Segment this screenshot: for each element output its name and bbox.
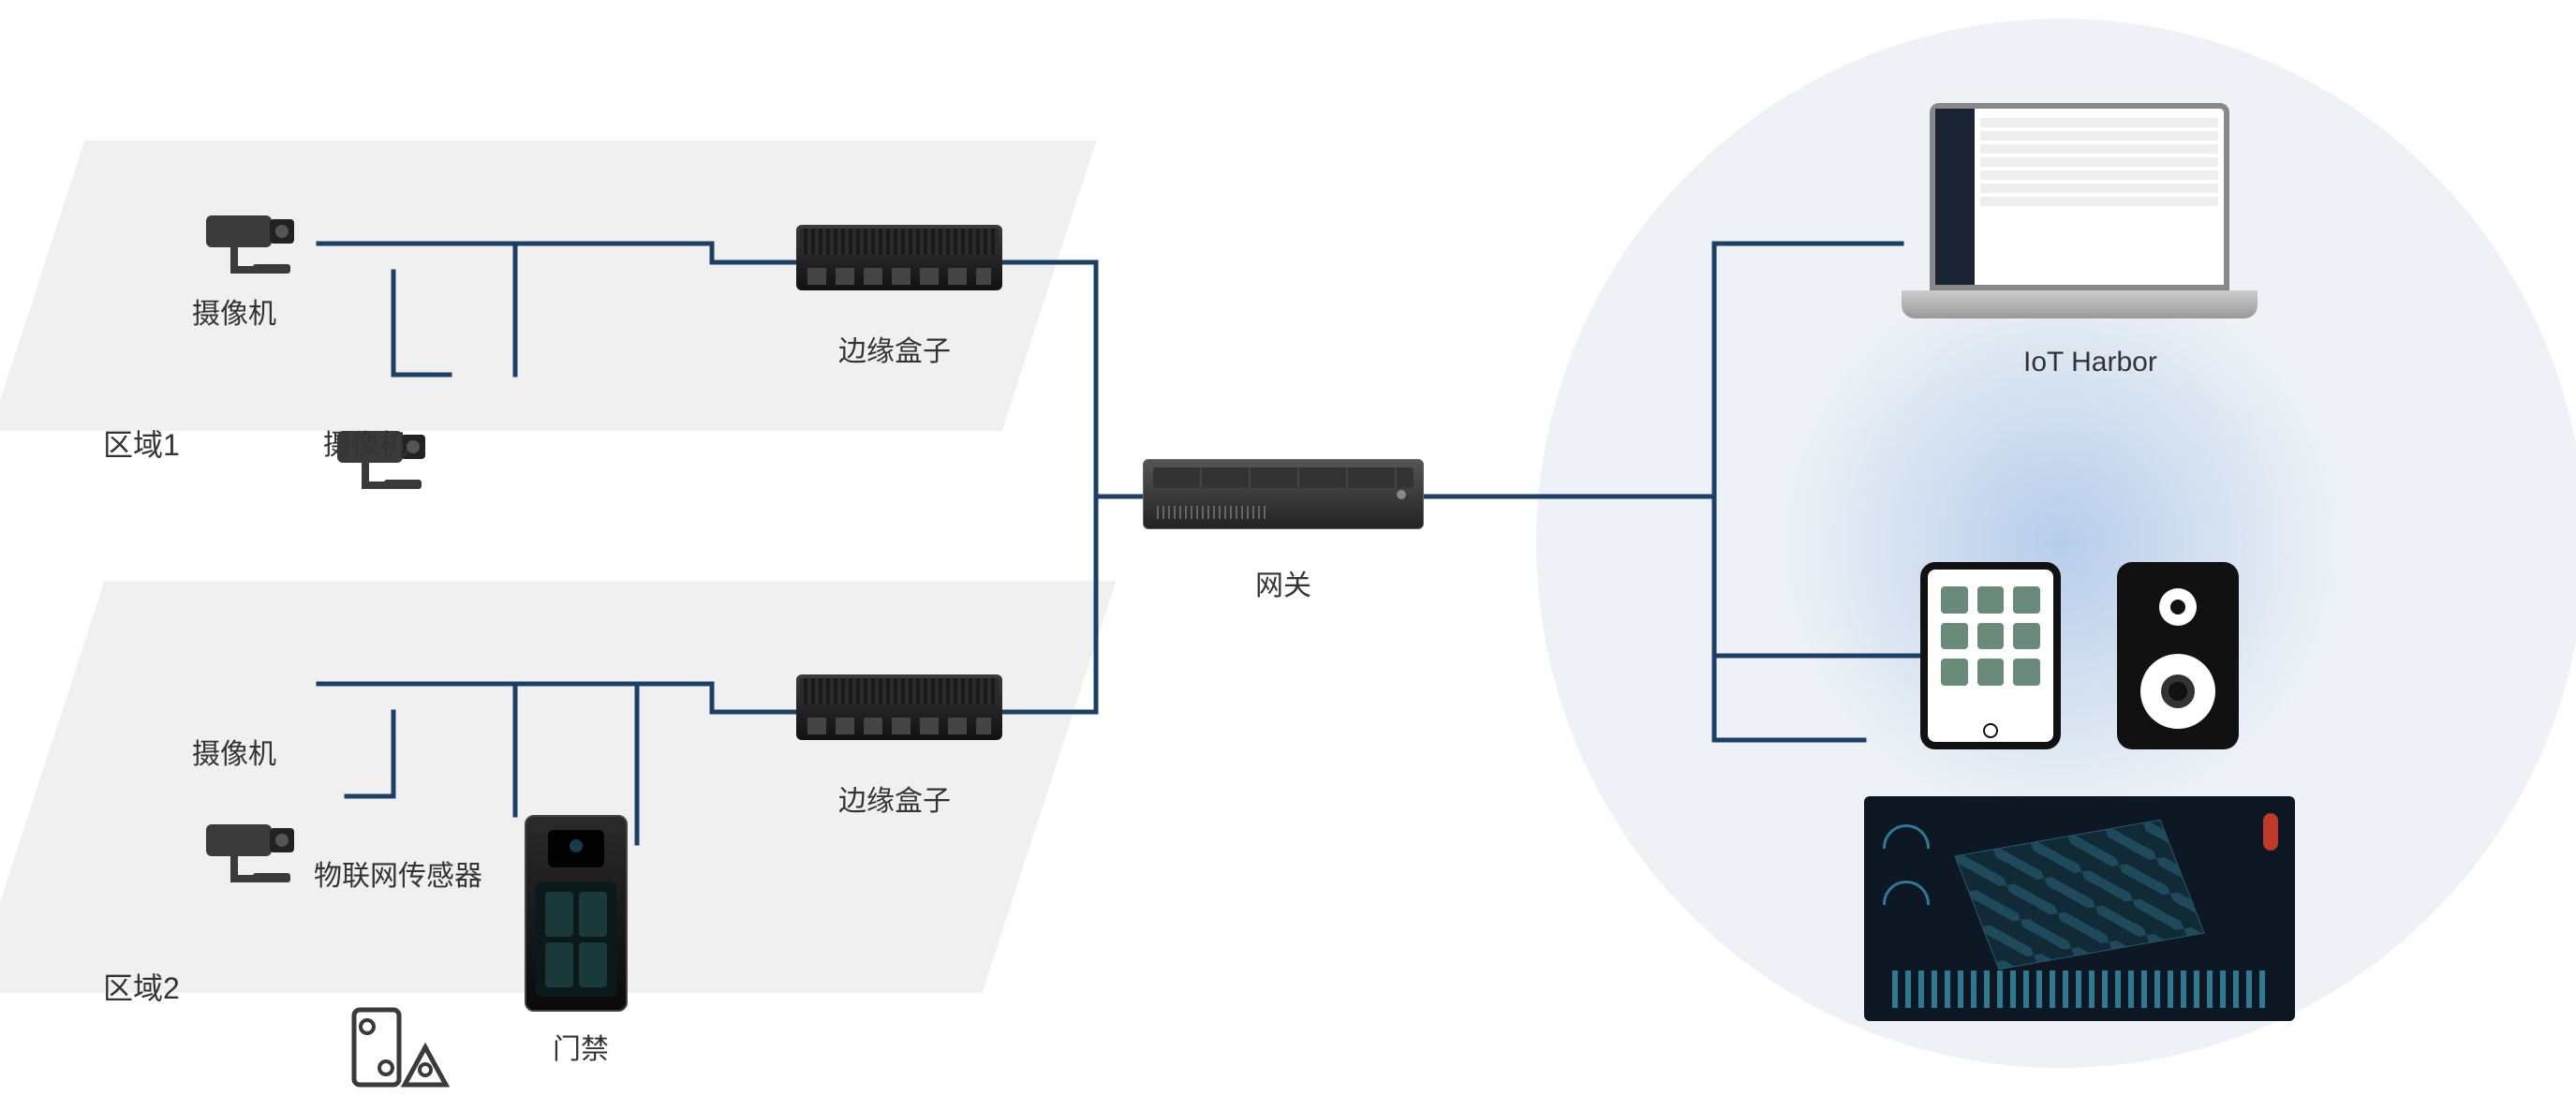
iot-sensor-icon: [347, 1002, 459, 1096]
laptop-icon: [1902, 103, 2258, 318]
region-1-label: 区域1: [103, 422, 180, 465]
tablet-icon: [1920, 562, 2061, 749]
gateway-icon: [1143, 459, 1424, 529]
edge-box-icon: [796, 674, 1002, 740]
iot-harbor-label: IoT Harbor: [2023, 347, 2157, 378]
diagram-canvas: 区域1 区域2: [0, 0, 2576, 1079]
camera-label: 摄像机: [192, 290, 276, 332]
edge-box-label: 边缘盒子: [838, 328, 951, 369]
dashboard-icon: [1864, 796, 2295, 1021]
iot-sensor-label: 物联网传感器: [314, 852, 482, 894]
edge-box-label: 边缘盒子: [838, 778, 951, 819]
speaker-icon: [2117, 562, 2239, 749]
edge-box-icon: [796, 225, 1002, 290]
access-control-label: 门禁: [553, 1026, 609, 1067]
camera-label: 摄像机: [323, 422, 407, 463]
gateway-label: 网关: [1255, 562, 1311, 603]
camera-icon: [197, 806, 318, 890]
region-2-label: 区域2: [103, 965, 180, 1008]
camera-icon: [197, 197, 318, 281]
access-control-icon: [525, 815, 628, 1012]
camera-label: 摄像机: [192, 731, 276, 772]
